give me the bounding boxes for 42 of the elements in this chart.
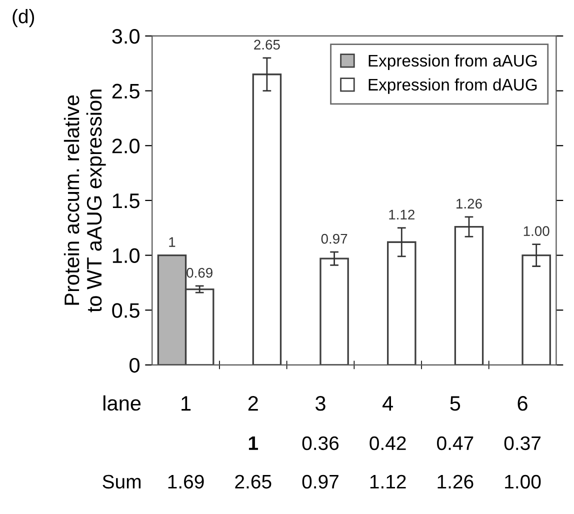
x-tick-label: 3 [315, 396, 326, 411]
data-label: 0.69 [186, 268, 212, 278]
text: 1.69 [168, 474, 204, 489]
text: 1.00 [505, 474, 541, 489]
text: 1 [248, 436, 258, 450]
y-tick-label: 2.0 [112, 138, 140, 154]
bar [522, 254, 551, 365]
data-label: 0.97 [321, 234, 348, 244]
text: Sum [102, 474, 141, 489]
x-tick-label: 2 [248, 396, 258, 411]
y-tick-label: 1.5 [112, 194, 140, 208]
data-label: 1 [169, 237, 176, 247]
text: 0.37 [504, 436, 540, 450]
text: 2.65 [235, 474, 272, 489]
y-tick-label: 2.5 [112, 84, 140, 99]
bar [252, 74, 282, 365]
text: 0.97 [302, 474, 338, 489]
x-axis-title: lane [104, 395, 141, 411]
y-tick-label: 3.0 [112, 28, 140, 44]
text: 1.12 [370, 474, 406, 488]
data-label: 1.26 [456, 198, 482, 209]
text: 0.47 [437, 436, 474, 450]
x-tick-label: 5 [450, 396, 460, 411]
bar [454, 226, 484, 365]
text: 0.36 [302, 436, 339, 450]
text: (d) [12, 9, 34, 28]
data-label: 1.12 [389, 210, 414, 220]
x-tick-label: 6 [518, 396, 528, 411]
legend-label: Expression from aAUG [368, 54, 537, 70]
y-tick-label: 1.0 [112, 248, 140, 264]
bar [387, 241, 416, 365]
text: 0.42 [370, 436, 406, 450]
data-label: 1.00 [524, 226, 550, 236]
bar [320, 258, 349, 365]
data-label: 2.65 [254, 40, 280, 50]
x-tick-label: 1 [182, 396, 191, 411]
x-tick-label: 4 [382, 396, 394, 411]
y-axis-title: Protein accum. relative to WT aAUG expression [64, 90, 106, 312]
y-tick-label: 0.5 [112, 303, 140, 318]
text: 1.26 [438, 474, 474, 489]
legend-label: Expression from dAUG [368, 78, 537, 94]
y-tick-label: 0 [130, 358, 140, 373]
